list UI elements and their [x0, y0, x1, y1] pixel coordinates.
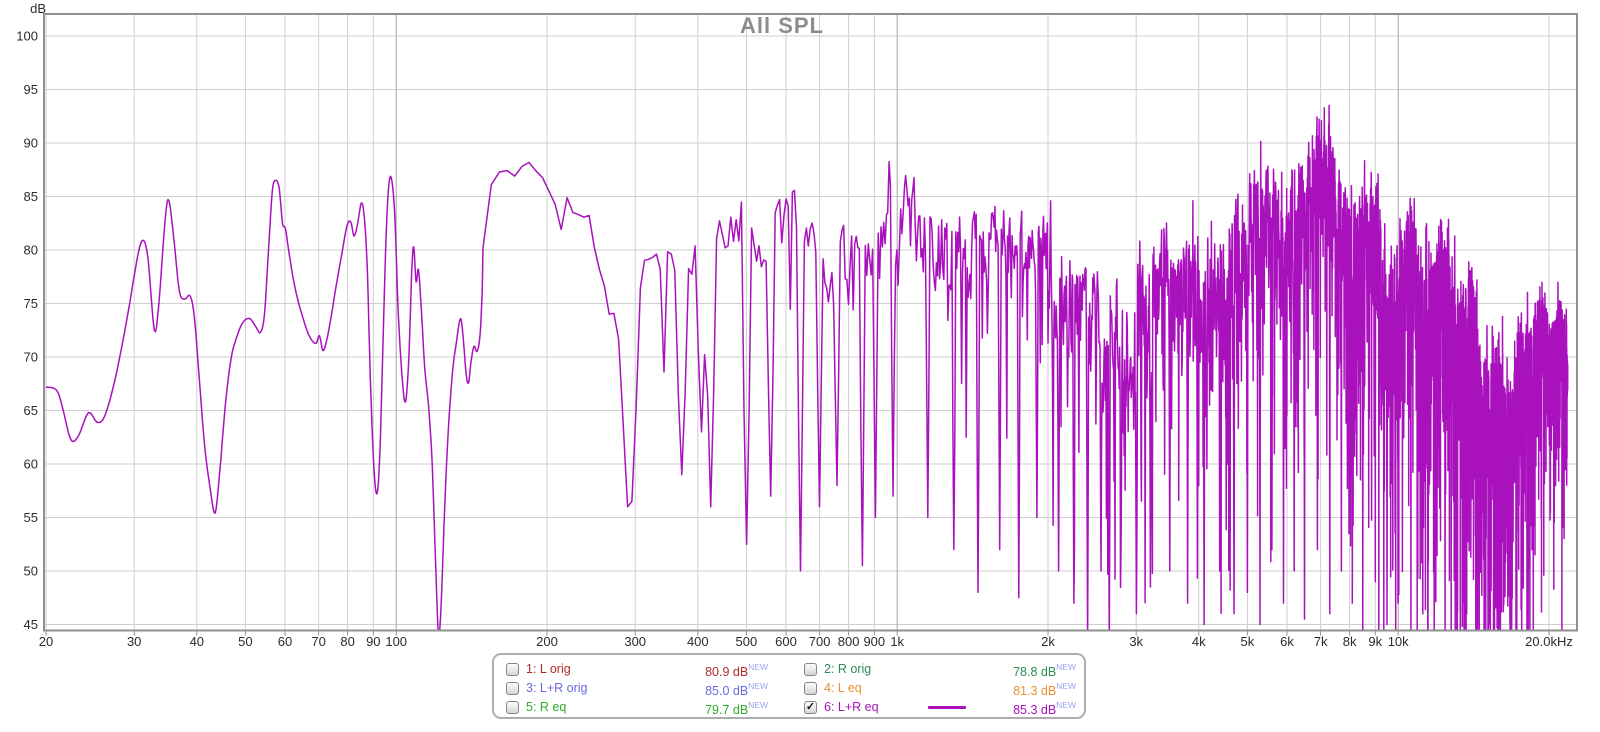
legend-checkbox[interactable] [506, 681, 519, 695]
legend-entry-value: 80.9 dBNEW [705, 661, 768, 679]
legend-entry-value: 79.7 dBNEW [705, 699, 768, 717]
y-tick-label: 85 [24, 189, 38, 204]
new-badge: NEW [748, 699, 768, 710]
legend-entry-value: 81.3 dBNEW [1013, 680, 1076, 698]
y-axis-unit-label: dB [30, 1, 46, 16]
legend-checkbox[interactable]: ✓ [804, 700, 817, 714]
legend-entry-value: 78.8 dBNEW [1013, 661, 1076, 679]
legend-entry-label: 1: L orig [526, 662, 571, 676]
x-tick-label: 6k [1280, 634, 1294, 649]
axis-labels: 45 50 55 60 65 70 75 80 85 90 95 100 20 30 40 50 60 70 80 9… [16, 29, 1573, 650]
legend-entry: 1: L orig 80.9 dBNEW [506, 660, 768, 679]
legend-checkbox[interactable] [804, 681, 817, 695]
x-tick-label: 300 [624, 634, 646, 649]
spl-trace-l-plus-r-eq [45, 104, 1569, 631]
legend-entry: 4: L eq 81.3 dBNEW [804, 679, 1076, 698]
new-badge: NEW [1056, 699, 1076, 710]
x-tick-label: 200 [536, 634, 558, 649]
plot-border [43, 13, 1578, 632]
legend-entry-label: 3: L+R orig [526, 681, 588, 695]
legend-box: 1: L orig 80.9 dBNEW 2: R orig 78.8 dBNE… [492, 653, 1086, 719]
y-tick-label: 95 [24, 82, 38, 97]
x-tick-label: 700 [809, 634, 831, 649]
x-tick-label: 900 [863, 634, 885, 649]
y-tick-label: 55 [24, 510, 38, 525]
x-tick-label: 50 [238, 634, 252, 649]
legend-entry: 3: L+R orig 85.0 dBNEW [506, 679, 768, 698]
x-tick-label: 100 [385, 634, 407, 649]
y-tick-label: 70 [24, 350, 38, 365]
x-tick-label: 800 [838, 634, 860, 649]
legend-entry-value: 85.0 dBNEW [705, 680, 768, 698]
legend-entry: 5: R eq 79.7 dBNEW [506, 698, 768, 717]
new-badge: NEW [748, 680, 768, 691]
y-tick-label: 45 [24, 617, 38, 632]
x-tick-label: 2k [1041, 634, 1055, 649]
x-tick-label: 3k [1129, 634, 1143, 649]
x-tick-label: 1k [890, 634, 904, 649]
legend-checkbox[interactable] [506, 700, 519, 714]
y-tick-label: 65 [24, 403, 38, 418]
x-tick-label: 5k [1241, 634, 1255, 649]
x-tick-label: 9k [1368, 634, 1382, 649]
x-tick-label: 20.0kHz [1525, 634, 1573, 649]
y-tick-label: 90 [24, 136, 38, 151]
x-tick-label: 400 [687, 634, 709, 649]
x-tick-label: 30 [127, 634, 141, 649]
legend-entry-label: 4: L eq [824, 681, 862, 695]
x-tick-label: 80 [340, 634, 354, 649]
x-tick-label: 600 [775, 634, 797, 649]
legend-checkbox[interactable] [506, 662, 519, 676]
y-tick-label: 50 [24, 564, 38, 579]
new-badge: NEW [1056, 661, 1076, 672]
legend-checkbox[interactable] [804, 662, 817, 676]
y-tick-label: 75 [24, 296, 38, 311]
new-badge: NEW [748, 661, 768, 672]
x-tick-label: 7k [1314, 634, 1328, 649]
x-tick-label: 10k [1388, 634, 1409, 649]
x-tick-label: 60 [278, 634, 292, 649]
x-tick-label: 8k [1343, 634, 1357, 649]
x-tick-label: 70 [311, 634, 325, 649]
legend-entry: 2: R orig 78.8 dBNEW [804, 660, 1076, 679]
new-badge: NEW [1056, 680, 1076, 691]
x-tick-label: 90 [366, 634, 380, 649]
x-tick-label: 20 [39, 634, 53, 649]
x-tick-label: 40 [190, 634, 204, 649]
legend-line-sample [928, 705, 980, 709]
x-tick-label: 500 [736, 634, 758, 649]
x-tick-label: 4k [1192, 634, 1206, 649]
legend-entry-label: 2: R orig [824, 662, 872, 676]
y-tick-label: 100 [16, 29, 38, 44]
y-tick-label: 80 [24, 243, 38, 258]
legend-entry-label: 6: L+R eq [824, 700, 879, 714]
legend-entry-label: 5: R eq [526, 700, 567, 714]
legend-entry-value: 85.3 dBNEW [1013, 699, 1076, 717]
y-tick-label: 60 [24, 457, 38, 472]
legend-entry: ✓ 6: L+R eq 85.3 dBNEW [804, 698, 1076, 717]
